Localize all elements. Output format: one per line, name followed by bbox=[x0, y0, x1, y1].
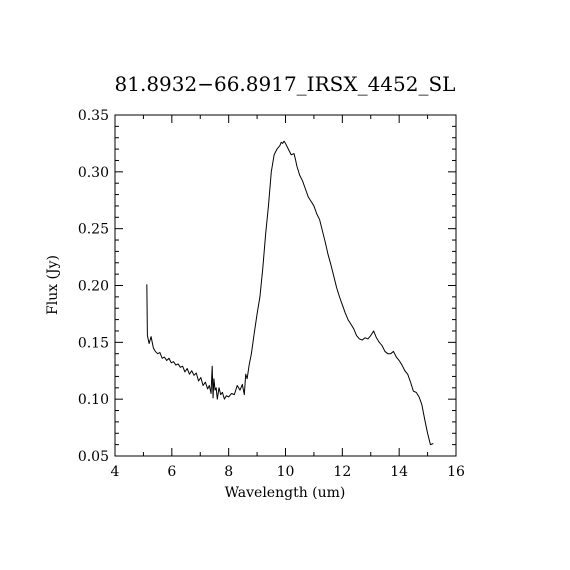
x-tick-label: 4 bbox=[111, 464, 120, 480]
y-axis-label: Flux (Jy) bbox=[45, 255, 61, 315]
y-tick-label: 0.15 bbox=[78, 335, 109, 351]
chart-title: 81.8932−66.8917_IRSX_4452_SL bbox=[115, 72, 456, 96]
x-tick-label: 14 bbox=[390, 464, 408, 480]
x-tick-label: 16 bbox=[447, 464, 465, 480]
y-tick-label: 0.25 bbox=[78, 222, 109, 238]
x-tick-label: 6 bbox=[167, 464, 176, 480]
x-tick-labels: 4 6 8 10 12 14 16 bbox=[111, 464, 465, 480]
y-tick-label: 0.10 bbox=[78, 392, 109, 408]
y-tick-label: 0.30 bbox=[78, 165, 109, 181]
y-tick-label: 0.35 bbox=[78, 108, 109, 124]
tick-marks bbox=[114, 114, 457, 457]
y-tick-labels: 0.05 0.10 0.15 0.20 0.25 0.30 0.35 bbox=[78, 108, 109, 465]
spectrum-line bbox=[146, 140, 434, 446]
series-group bbox=[146, 140, 434, 446]
x-tick-label: 12 bbox=[333, 464, 351, 480]
x-tick-label: 10 bbox=[277, 464, 295, 480]
y-tick-label: 0.20 bbox=[78, 279, 109, 295]
x-axis-label: Wavelength (um) bbox=[225, 485, 346, 501]
y-tick-label: 0.05 bbox=[78, 449, 109, 465]
x-tick-label: 8 bbox=[224, 464, 233, 480]
plot-frame bbox=[114, 114, 457, 457]
